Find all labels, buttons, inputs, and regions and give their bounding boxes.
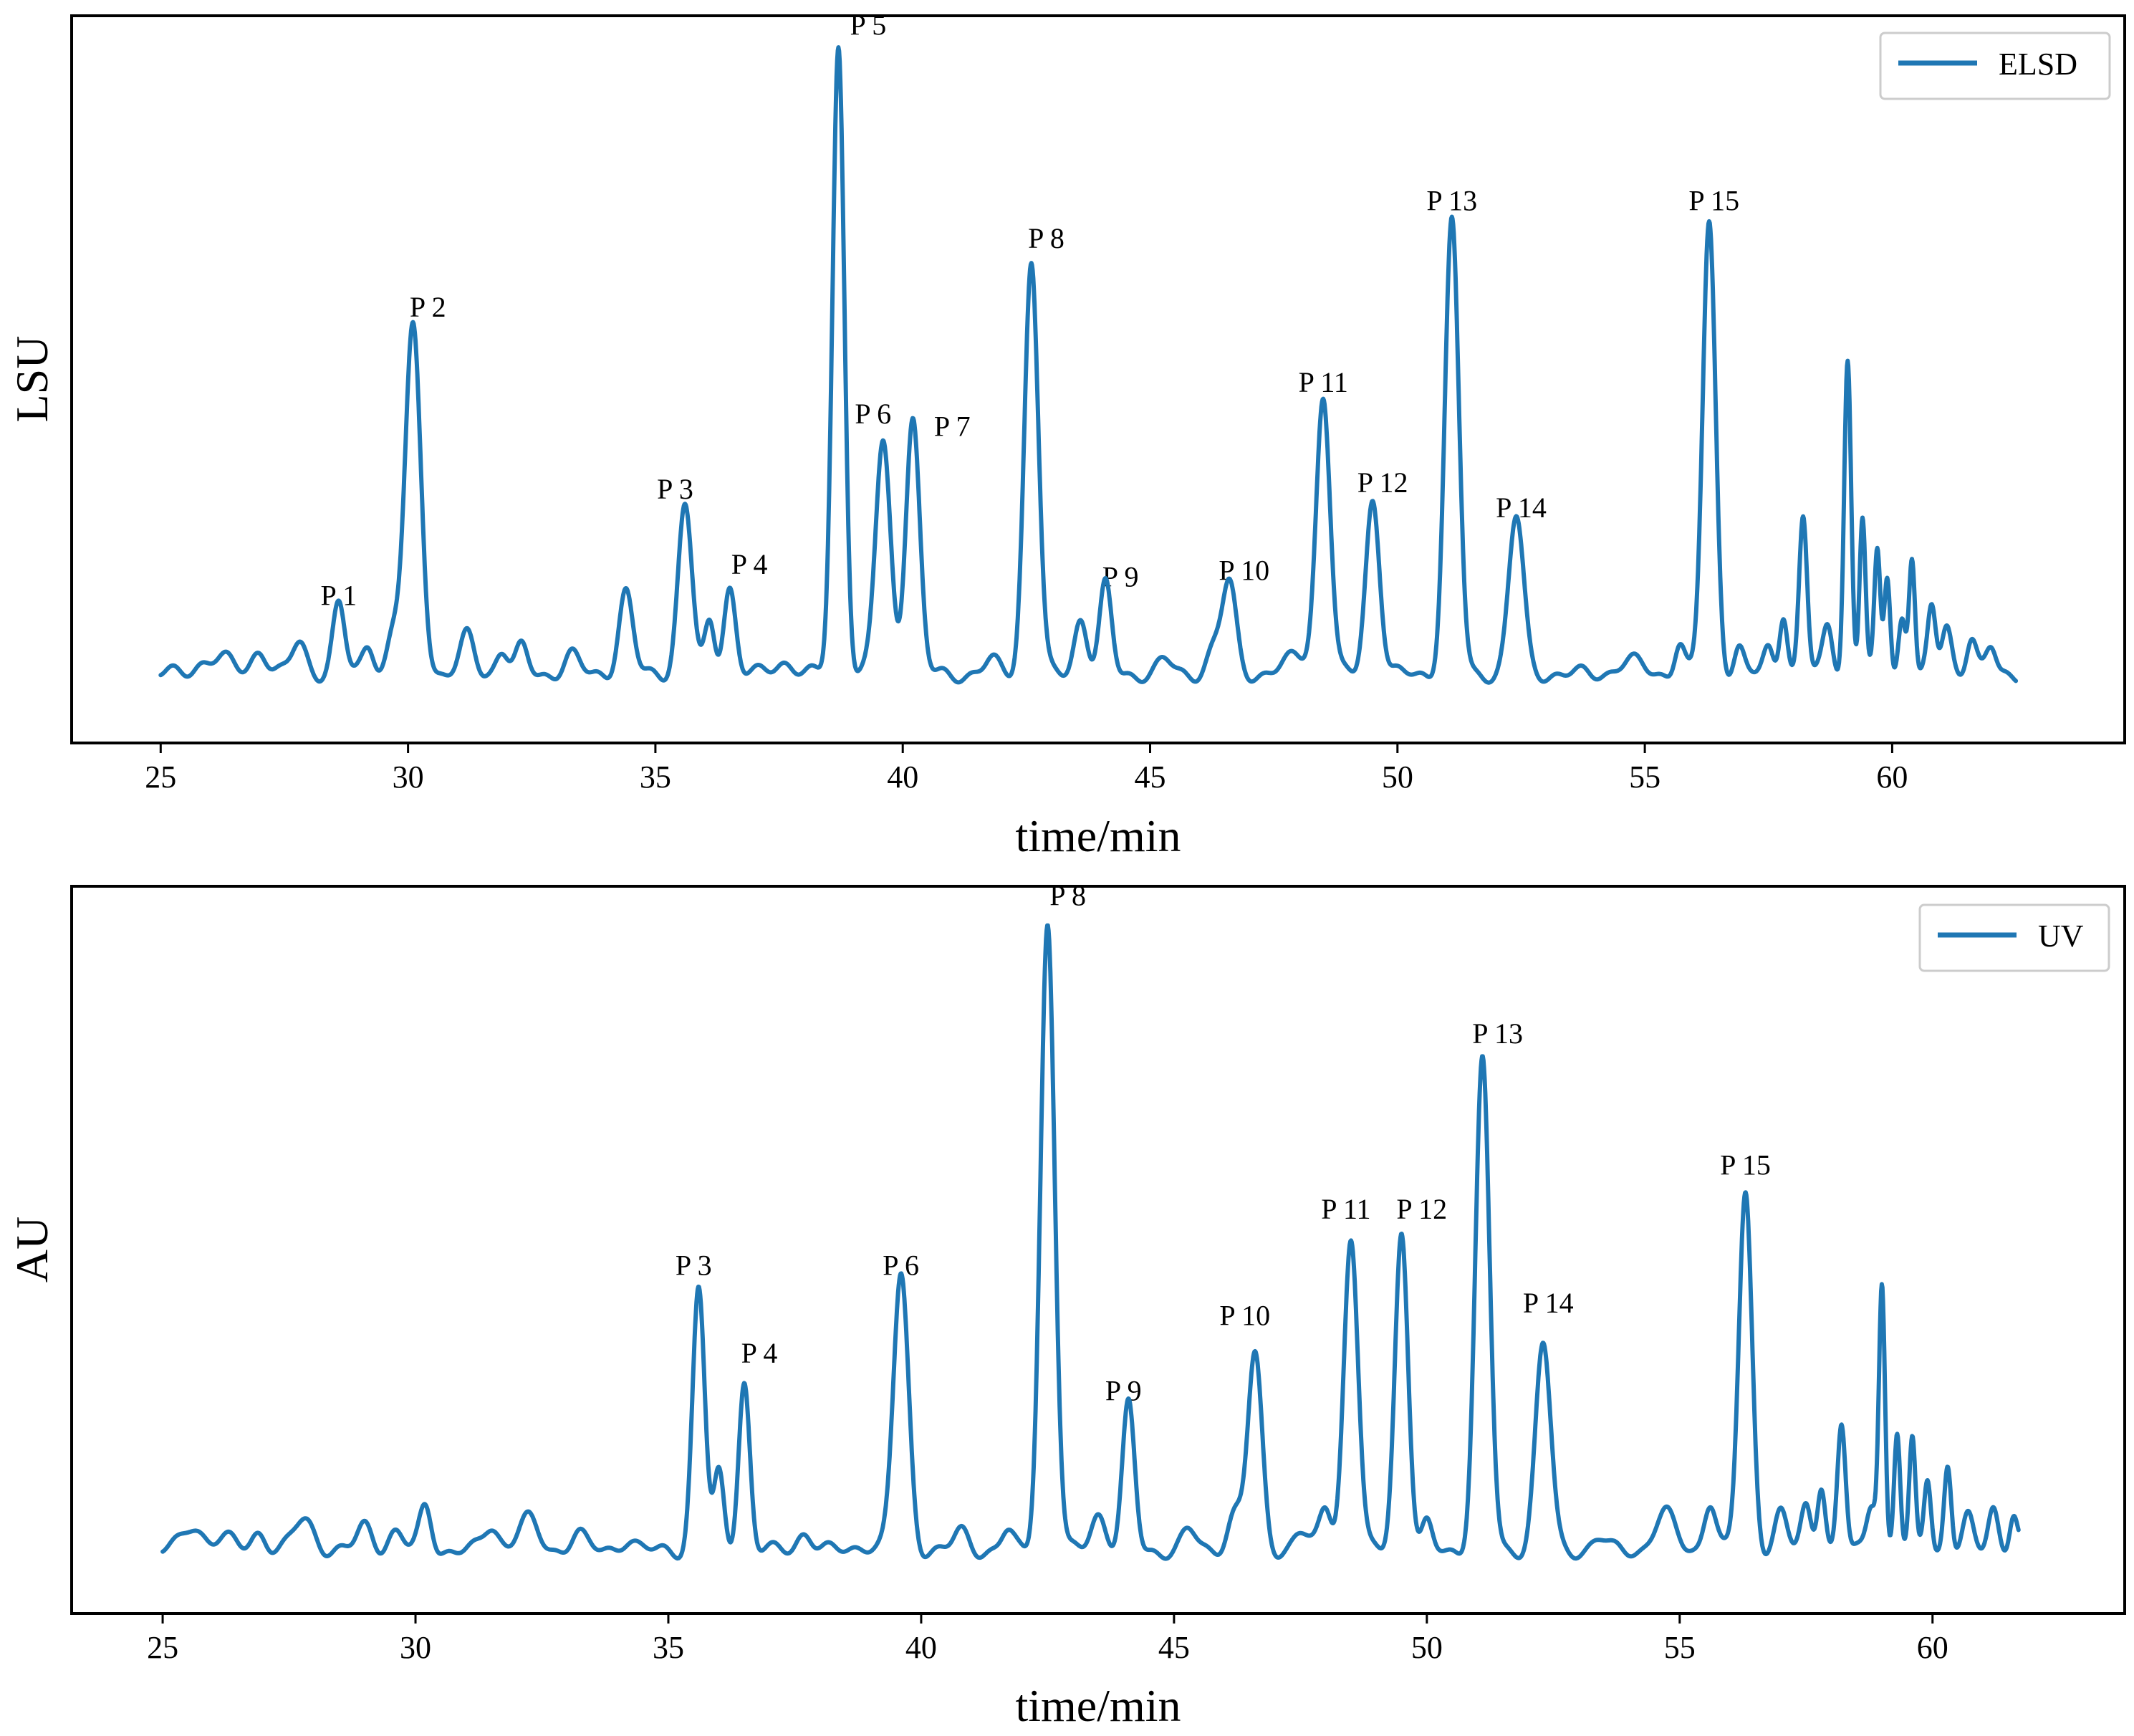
uv-peak-label: P 11 <box>1321 1193 1370 1225</box>
elsd-x-tick-label: 55 <box>1629 759 1660 795</box>
elsd-x-tick-label: 25 <box>145 759 176 795</box>
uv-x-tick-label: 45 <box>1158 1630 1190 1665</box>
elsd-x-tick-label: 30 <box>393 759 424 795</box>
uv-x-tick-label: 40 <box>905 1630 937 1665</box>
uv-x-axis-label: time/min <box>1015 1680 1181 1731</box>
elsd-legend-label: ELSD <box>1999 47 2077 82</box>
elsd-legend: ELSD <box>1879 32 2111 100</box>
uv-peak-label: P 14 <box>1523 1287 1574 1319</box>
elsd-peak-label: P 7 <box>934 410 971 442</box>
elsd-x-ticks: 25 30 35 40 45 50 55 60 <box>145 743 1908 795</box>
uv-peak-label: P 13 <box>1472 1017 1523 1050</box>
uv-peak-label: P 12 <box>1396 1193 1447 1225</box>
elsd-peak-label: P 15 <box>1688 184 1739 216</box>
elsd-peak-label: P 14 <box>1496 491 1547 524</box>
uv-x-tick-label: 30 <box>400 1630 431 1665</box>
uv-legend-box <box>1918 903 2110 972</box>
elsd-peak-label: P 2 <box>410 291 446 323</box>
uv-peak-label: P 8 <box>1049 879 1086 911</box>
uv-peak-label: P 4 <box>741 1337 778 1369</box>
uv-trace <box>160 923 2021 1561</box>
elsd-x-tick-label: 45 <box>1135 759 1166 795</box>
uv-y-axis-label: AU <box>6 1217 57 1282</box>
uv-x-tick-label: 35 <box>653 1630 684 1665</box>
elsd-peak-label: P 11 <box>1299 366 1348 398</box>
elsd-x-tick-label: 60 <box>1876 759 1908 795</box>
elsd-x-tick-label: 40 <box>887 759 918 795</box>
elsd-x-tick-label: 50 <box>1382 759 1413 795</box>
elsd-x-axis-label: time/min <box>1015 810 1181 861</box>
uv-peak-label: P 3 <box>676 1250 712 1282</box>
elsd-peak-label: P 8 <box>1028 222 1064 254</box>
uv-legend: UV <box>1918 903 2110 972</box>
elsd-peak-label: P 6 <box>855 398 891 430</box>
uv-plot-frame <box>70 885 2126 1615</box>
elsd-x-tick-label: 35 <box>640 759 671 795</box>
uv-peak-label: P 15 <box>1720 1149 1771 1181</box>
elsd-peak-label: P 12 <box>1357 466 1408 499</box>
elsd-plot-frame <box>70 14 2126 744</box>
elsd-peak-label: P 5 <box>850 9 886 41</box>
elsd-peak-label: P 1 <box>321 580 357 612</box>
elsd-y-axis-label: LSU <box>6 336 57 423</box>
elsd-peak-label: P 3 <box>657 473 693 505</box>
uv-x-ticks: 25 30 35 40 45 50 55 60 <box>147 1613 1948 1665</box>
uv-legend-label: UV <box>2038 919 2084 954</box>
uv-panel: P 3P 4P 6P 8P 9P 10P 11 P 12P 13P 14P 15 … <box>6 879 2126 1731</box>
uv-x-tick-label: 50 <box>1411 1630 1443 1665</box>
elsd-peak-label: P 4 <box>731 548 768 580</box>
uv-peak-label: P 9 <box>1105 1375 1142 1407</box>
uv-x-tick-label: 55 <box>1664 1630 1696 1665</box>
uv-x-tick-label: 25 <box>147 1630 178 1665</box>
uv-x-tick-label: 60 <box>1917 1630 1948 1665</box>
elsd-legend-box <box>1879 32 2111 100</box>
uv-peak-label: P 10 <box>1219 1300 1270 1332</box>
uv-peak-labels: P 3P 4P 6P 8P 9P 10P 11 P 12P 13P 14P 15 <box>676 879 1771 1406</box>
elsd-trace <box>158 45 2019 685</box>
elsd-peak-label: P 13 <box>1426 184 1477 216</box>
